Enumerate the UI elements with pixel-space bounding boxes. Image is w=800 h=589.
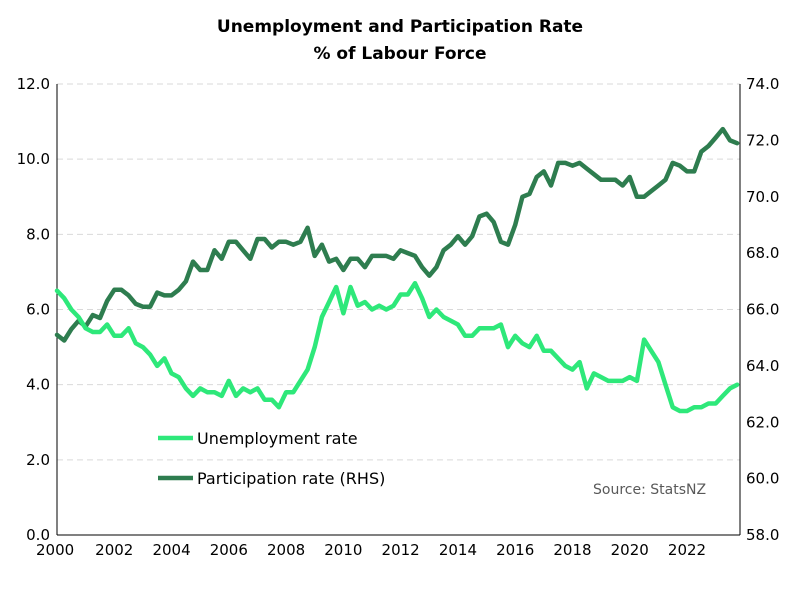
unemployment-rate-line [54,280,740,414]
left-tick-label: 4.0 [26,376,50,394]
x-tick-label: 2020 [611,541,649,559]
left-axis-ticks: 0.0 2.0 4.0 6.0 8.0 10.0 12.0 [17,75,50,544]
x-tick-label: 2008 [267,541,305,559]
axes [56,84,741,536]
left-tick-label: 0.0 [26,526,50,544]
source-note: Source: StatsNZ [593,482,706,498]
legend-label-participation: Participation rate (RHS) [197,469,385,488]
right-axis-ticks: 58.0 60.0 62.0 64.0 66.0 68.0 70.0 72.0 74.0 [746,75,779,544]
x-tick-label: 2012 [382,541,420,559]
x-tick-label: 2002 [95,541,133,559]
right-tick-label: 70.0 [746,188,779,206]
x-tick-label: 2000 [36,541,74,559]
left-tick-label: 6.0 [26,301,50,319]
legend: Unemployment rate Participation rate (RH… [158,429,385,488]
right-tick-label: 58.0 [746,526,779,544]
x-tick-label: 2010 [324,541,362,559]
x-tick-label: 2018 [553,541,591,559]
right-tick-label: 68.0 [746,244,779,262]
participation-rate-line [54,126,740,343]
left-tick-label: 10.0 [17,150,50,168]
x-axis-ticks: 2000 2002 2004 2006 2008 2010 2012 2014 2016 2018… [36,541,706,559]
x-tick-label: 2004 [152,541,190,559]
right-tick-label: 60.0 [746,470,779,488]
x-tick-label: 2022 [668,541,706,559]
legend-label-unemployment: Unemployment rate [197,429,358,448]
chart-title: Unemployment and Participation Rate [217,17,583,37]
series-lines [54,126,740,414]
right-tick-label: 62.0 [746,413,779,431]
left-tick-label: 8.0 [26,225,50,243]
x-tick-label: 2016 [496,541,534,559]
right-tick-label: 74.0 [746,75,779,93]
chart-subtitle: % of Labour Force [313,44,486,64]
left-tick-label: 12.0 [17,75,50,93]
x-tick-label: 2014 [439,541,477,559]
right-tick-label: 66.0 [746,301,779,319]
gridlines [57,83,740,461]
left-tick-label: 2.0 [26,451,50,469]
right-tick-label: 64.0 [746,357,779,375]
right-tick-label: 72.0 [746,131,779,149]
x-tick-label: 2006 [210,541,248,559]
